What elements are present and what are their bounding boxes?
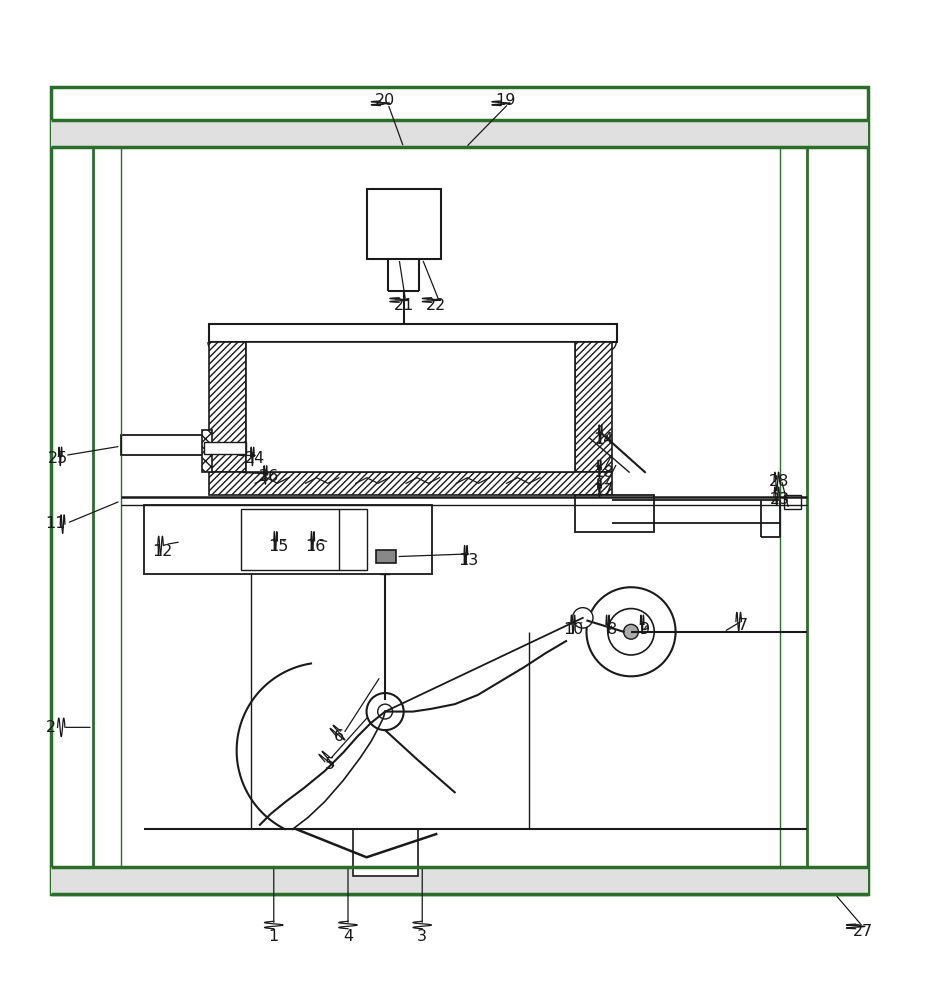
Bar [121,435,204,455]
Circle shape [607,609,654,655]
Bar [209,324,616,342]
Text: 8: 8 [606,622,617,637]
Bar [783,495,800,509]
Bar [352,829,417,876]
Bar [375,550,396,563]
Bar [241,509,366,570]
Text: 10: 10 [563,622,583,637]
Text: 25: 25 [47,451,68,466]
Bar [51,120,867,147]
Text: 5: 5 [324,757,334,772]
Text: 14: 14 [592,432,613,447]
Text: 13: 13 [458,553,478,568]
Bar [51,87,867,894]
Bar [51,867,867,894]
Text: 17: 17 [592,483,613,498]
Bar [204,442,246,454]
Bar [575,342,612,472]
Circle shape [586,587,675,676]
Circle shape [377,704,392,719]
Bar [246,342,575,472]
Text: 18: 18 [592,465,613,480]
Text: 7: 7 [737,618,746,633]
Text: 12: 12 [152,544,172,559]
Text: 26: 26 [259,469,279,484]
Text: 1: 1 [268,929,279,944]
Text: 22: 22 [425,298,446,313]
Text: 28: 28 [768,474,789,489]
Circle shape [366,693,403,730]
Text: 21: 21 [393,298,413,313]
Text: 9: 9 [640,622,649,637]
Text: 3: 3 [417,929,426,944]
Bar [209,472,612,495]
Text: 27: 27 [852,924,872,939]
Text: 11: 11 [45,516,66,531]
Bar [366,189,440,259]
Bar [144,505,431,574]
Text: 23: 23 [768,492,789,508]
Text: 16: 16 [305,539,325,554]
Text: 4: 4 [343,929,352,944]
Bar [202,430,211,472]
Circle shape [623,624,638,639]
Text: 15: 15 [268,539,288,554]
Text: 24: 24 [245,451,265,466]
Text: 6: 6 [334,729,343,744]
Text: 19: 19 [495,93,515,108]
Text: 20: 20 [375,93,395,108]
Bar [575,495,654,532]
Bar [209,342,246,472]
Circle shape [572,608,592,628]
Text: 2: 2 [46,720,56,735]
